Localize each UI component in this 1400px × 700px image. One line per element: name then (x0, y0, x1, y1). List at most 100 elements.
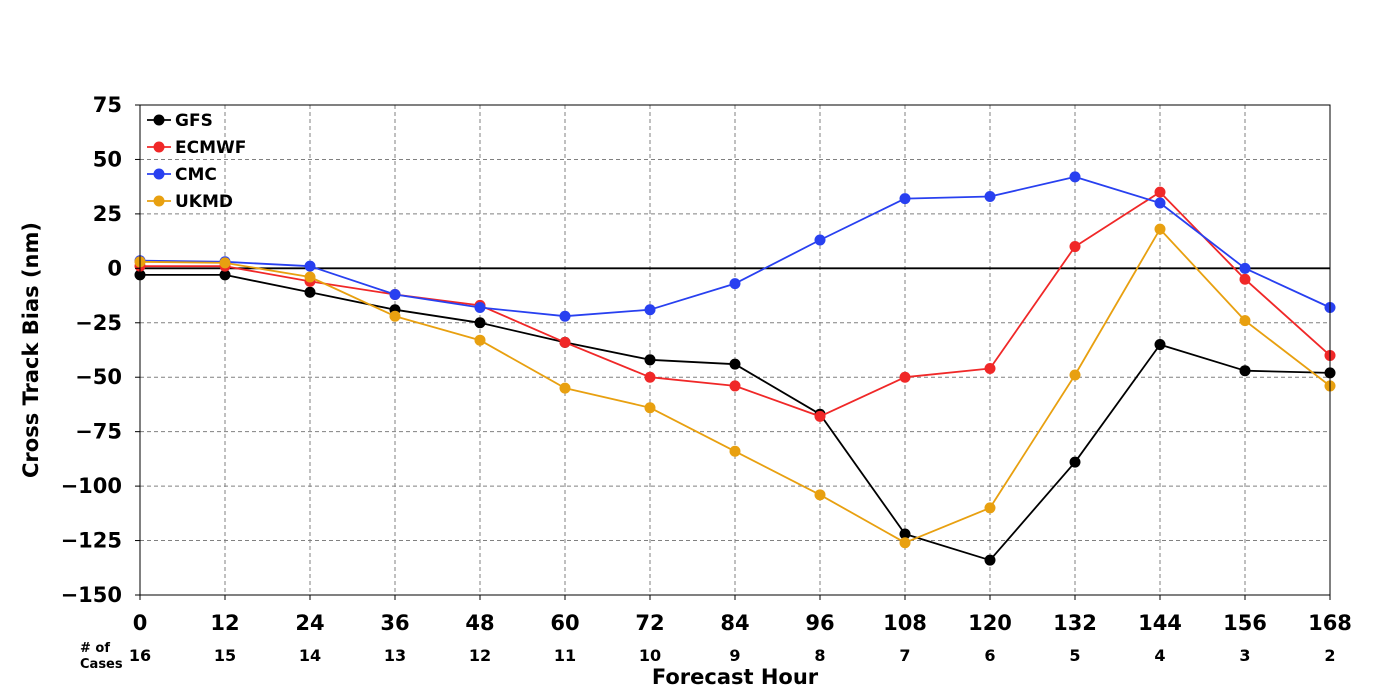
data-point-ukmd (1239, 315, 1251, 327)
data-point-ecmwf (559, 336, 571, 348)
x-tick-label: 48 (465, 611, 494, 635)
x-axis-label: Forecast Hour (652, 665, 819, 689)
data-point-cmc (899, 193, 911, 205)
data-point-ukmd (984, 502, 996, 514)
data-point-gfs (304, 286, 316, 298)
data-point-gfs (1154, 339, 1166, 351)
cases-value: 5 (1069, 646, 1080, 665)
cases-row: # of Cases 16 15 14 13 12 11 10 9 8 7 6 5 4 3 2 (80, 641, 1336, 672)
x-tick-label: 132 (1053, 611, 1097, 635)
cases-value: 7 (899, 646, 910, 665)
data-point-gfs (219, 269, 231, 281)
legend-marker (153, 168, 165, 180)
series-ukmd (134, 223, 1336, 549)
cases-value: 13 (384, 646, 406, 665)
data-point-cmc (1154, 197, 1166, 209)
x-tick-label: 0 (133, 611, 148, 635)
data-point-ecmwf (899, 371, 911, 383)
cases-value: 11 (554, 646, 576, 665)
legend-label: ECMWF (175, 138, 246, 158)
y-tick-label: 0 (107, 256, 122, 280)
x-tick-label: 120 (968, 611, 1012, 635)
legend-item-ukmd: UKMD (147, 192, 233, 212)
cases-value: 8 (814, 646, 825, 665)
y-axis-label: Cross Track Bias (nm) (19, 222, 43, 478)
data-point-ukmd (219, 257, 231, 269)
y-tick-label: −150 (61, 583, 122, 607)
data-point-ukmd (644, 402, 656, 414)
data-point-cmc (984, 190, 996, 202)
legend-marker (153, 114, 165, 126)
y-tick-label: 75 (93, 93, 122, 117)
data-point-gfs (984, 554, 996, 566)
cases-value: 12 (469, 646, 491, 665)
data-point-cmc (1069, 171, 1081, 183)
legend-label: UKMD (175, 192, 233, 212)
cases-value: 15 (214, 646, 236, 665)
data-point-ecmwf (1239, 273, 1251, 285)
cases-header-line1: # of (80, 641, 110, 656)
data-point-ukmd (559, 382, 571, 394)
data-point-ukmd (814, 489, 826, 501)
data-point-gfs (644, 354, 656, 366)
data-point-ukmd (474, 334, 486, 346)
x-tick-label: 24 (295, 611, 324, 635)
cases-header-line2: Cases (80, 657, 123, 672)
y-tick-label: −100 (61, 474, 122, 498)
legend-label: GFS (175, 111, 213, 131)
x-tick-label: 72 (635, 611, 664, 635)
data-point-gfs (1239, 365, 1251, 377)
x-tick-label: 12 (210, 611, 239, 635)
y-axis-ticks: 75 50 25 0 −25 −50 −75 −100 −125 −150 (61, 93, 140, 607)
y-tick-label: −75 (75, 420, 122, 444)
legend-item-gfs: GFS (147, 111, 213, 131)
y-tick-label: 50 (93, 147, 122, 171)
cases-value: 16 (129, 646, 151, 665)
data-point-ecmwf (984, 363, 996, 375)
legend-label: CMC (175, 165, 217, 185)
x-tick-label: 96 (805, 611, 834, 635)
data-point-cmc (814, 234, 826, 246)
cases-value: 3 (1239, 646, 1250, 665)
legend-item-cmc: CMC (147, 165, 217, 185)
x-tick-label: 144 (1138, 611, 1182, 635)
data-point-gfs (729, 358, 741, 370)
data-point-ukmd (899, 537, 911, 549)
cases-value: 6 (984, 646, 995, 665)
data-point-gfs (899, 528, 911, 540)
y-tick-label: −25 (75, 311, 122, 335)
x-axis-ticks: 0 12 24 36 48 60 72 84 96 108 120 132 144 156 168 (133, 595, 1352, 635)
cases-value: 9 (729, 646, 740, 665)
data-point-ecmwf (729, 380, 741, 392)
cases-value: 10 (639, 646, 661, 665)
cases-value: 4 (1154, 646, 1165, 665)
data-point-ukmd (729, 445, 741, 457)
data-point-gfs (1069, 456, 1081, 468)
data-point-ukmd (1069, 369, 1081, 381)
x-tick-label: 36 (380, 611, 409, 635)
x-tick-label: 108 (883, 611, 927, 635)
data-point-cmc (559, 310, 571, 322)
y-tick-label: 25 (93, 202, 122, 226)
data-point-ecmwf (1069, 241, 1081, 253)
data-point-ukmd (1154, 223, 1166, 235)
data-point-gfs (474, 317, 486, 329)
data-point-cmc (474, 302, 486, 314)
data-point-ecmwf (644, 371, 656, 383)
cases-value: 14 (299, 646, 321, 665)
x-tick-label: 168 (1308, 611, 1352, 635)
grid (140, 105, 1330, 595)
legend-marker (153, 141, 165, 153)
data-point-cmc (729, 278, 741, 290)
data-point-cmc (644, 304, 656, 316)
legend-marker (153, 195, 165, 207)
x-tick-label: 156 (1223, 611, 1267, 635)
cases-value: 2 (1324, 646, 1335, 665)
data-point-cmc (1239, 262, 1251, 274)
legend-item-ecmwf: ECMWF (147, 138, 246, 158)
data-point-cmc (389, 288, 401, 300)
data-point-ukmd (304, 271, 316, 283)
y-tick-label: −125 (61, 529, 122, 553)
x-tick-label: 60 (550, 611, 579, 635)
